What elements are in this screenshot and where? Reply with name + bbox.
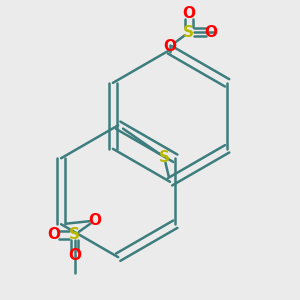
Text: O: O	[88, 213, 101, 228]
Text: O: O	[205, 25, 218, 40]
Text: O: O	[182, 6, 195, 21]
Text: S: S	[69, 227, 80, 242]
Text: S: S	[183, 25, 194, 40]
Text: S: S	[159, 150, 170, 165]
Text: O: O	[164, 39, 176, 54]
Text: O: O	[68, 248, 81, 263]
Text: O: O	[47, 227, 60, 242]
